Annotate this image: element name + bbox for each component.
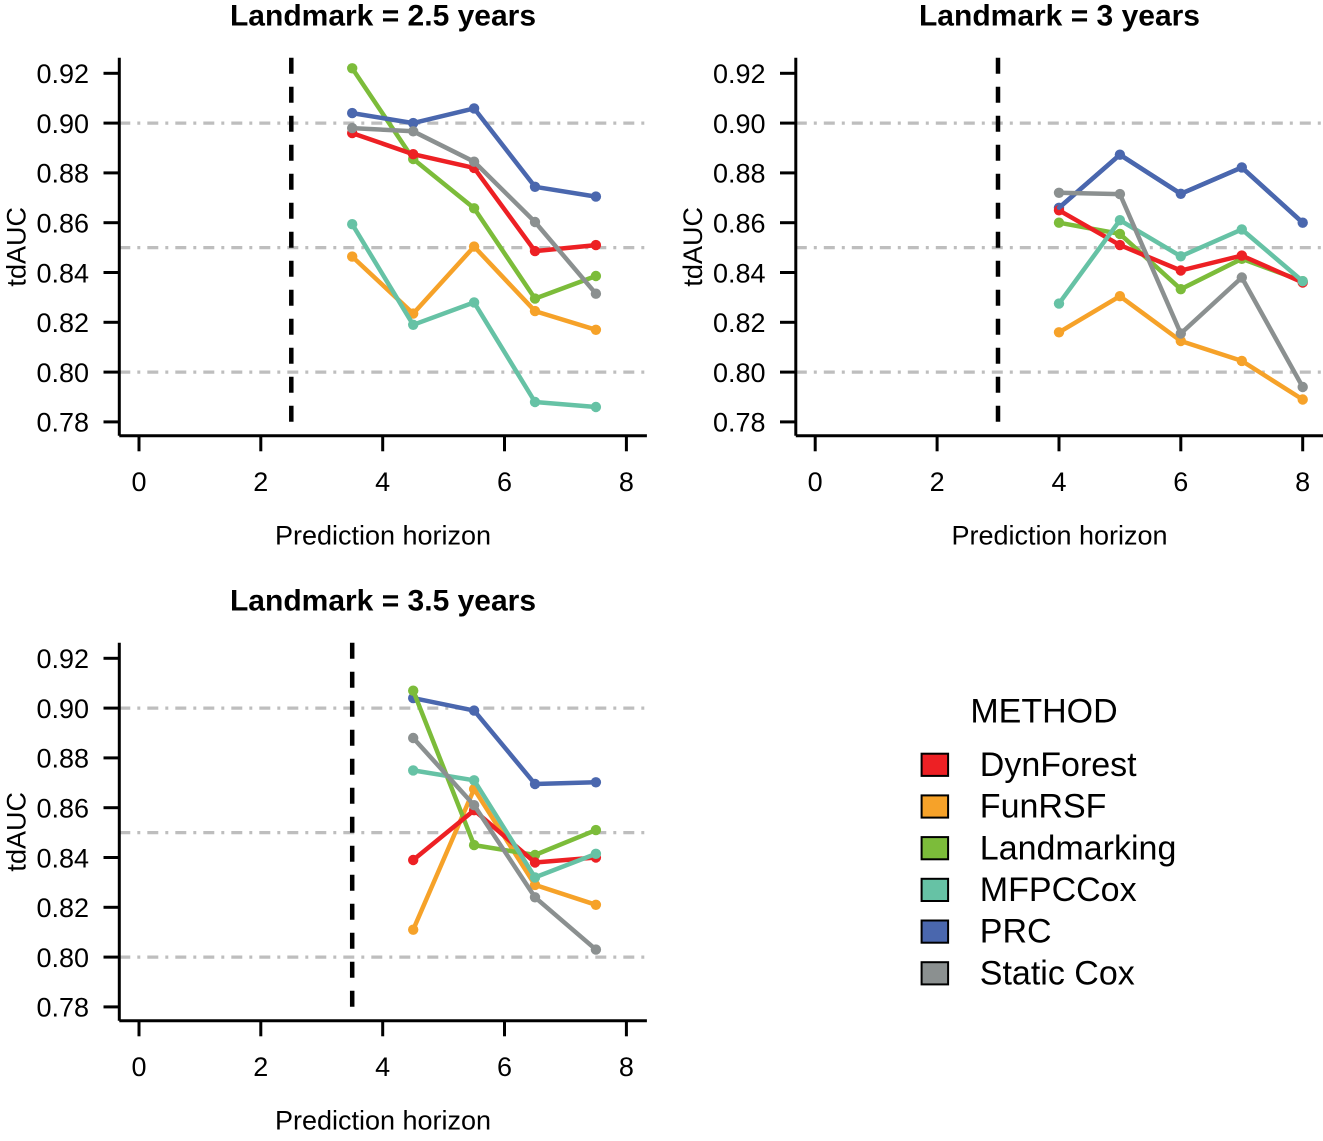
- svg-text:2: 2: [253, 467, 268, 497]
- svg-text:Landmark = 3.5 years: Landmark = 3.5 years: [230, 585, 536, 618]
- svg-text:tdAUC: tdAUC: [2, 792, 32, 872]
- svg-text:0.80: 0.80: [713, 358, 766, 388]
- svg-text:0.92: 0.92: [36, 59, 89, 89]
- svg-text:0.92: 0.92: [713, 59, 766, 89]
- svg-text:0.88: 0.88: [36, 159, 89, 189]
- svg-text:Prediction horizon: Prediction horizon: [951, 521, 1167, 551]
- svg-text:0: 0: [808, 467, 823, 497]
- svg-text:4: 4: [375, 467, 390, 497]
- svg-text:0.84: 0.84: [713, 258, 766, 288]
- svg-text:0: 0: [131, 467, 146, 497]
- svg-text:0.90: 0.90: [36, 109, 89, 139]
- svg-text:0.82: 0.82: [36, 893, 89, 923]
- svg-text:Prediction horizon: Prediction horizon: [275, 521, 491, 551]
- svg-text:Prediction horizon: Prediction horizon: [275, 1106, 491, 1136]
- svg-text:0.84: 0.84: [36, 843, 89, 873]
- svg-text:0.78: 0.78: [713, 408, 766, 438]
- svg-text:0.90: 0.90: [713, 109, 766, 139]
- svg-text:MFPCCox: MFPCCox: [980, 871, 1137, 909]
- svg-text:8: 8: [619, 1052, 634, 1082]
- svg-text:0.80: 0.80: [36, 358, 89, 388]
- svg-text:0.78: 0.78: [36, 993, 89, 1023]
- svg-text:0.88: 0.88: [36, 744, 89, 774]
- svg-text:Landmarking: Landmarking: [980, 829, 1177, 867]
- svg-text:Static Cox: Static Cox: [980, 954, 1135, 992]
- svg-text:FunRSF: FunRSF: [980, 788, 1107, 826]
- svg-text:Landmark = 3 years: Landmark = 3 years: [919, 0, 1200, 33]
- svg-text:tdAUC: tdAUC: [2, 207, 32, 287]
- svg-text:DynForest: DynForest: [980, 746, 1137, 784]
- svg-text:tdAUC: tdAUC: [678, 207, 708, 287]
- svg-text:0.86: 0.86: [36, 209, 89, 239]
- svg-text:6: 6: [1173, 467, 1188, 497]
- svg-text:PRC: PRC: [980, 913, 1052, 951]
- svg-text:6: 6: [497, 467, 512, 497]
- svg-text:0.78: 0.78: [36, 408, 89, 438]
- svg-text:4: 4: [375, 1052, 390, 1082]
- svg-text:0.90: 0.90: [36, 694, 89, 724]
- svg-text:6: 6: [497, 1052, 512, 1082]
- svg-text:0.82: 0.82: [36, 308, 89, 338]
- svg-text:0.80: 0.80: [36, 943, 89, 973]
- svg-text:8: 8: [1295, 467, 1310, 497]
- svg-text:0.86: 0.86: [36, 794, 89, 824]
- svg-text:METHOD: METHOD: [970, 692, 1117, 730]
- svg-text:0.86: 0.86: [713, 209, 766, 239]
- svg-text:2: 2: [253, 1052, 268, 1082]
- svg-text:0.84: 0.84: [36, 258, 89, 288]
- svg-text:8: 8: [619, 467, 634, 497]
- svg-text:0: 0: [131, 1052, 146, 1082]
- svg-text:0.88: 0.88: [713, 159, 766, 189]
- svg-text:Landmark = 2.5 years: Landmark = 2.5 years: [230, 0, 536, 33]
- svg-text:2: 2: [930, 467, 945, 497]
- svg-text:0.82: 0.82: [713, 308, 766, 338]
- svg-text:4: 4: [1051, 467, 1066, 497]
- svg-text:0.92: 0.92: [36, 644, 89, 674]
